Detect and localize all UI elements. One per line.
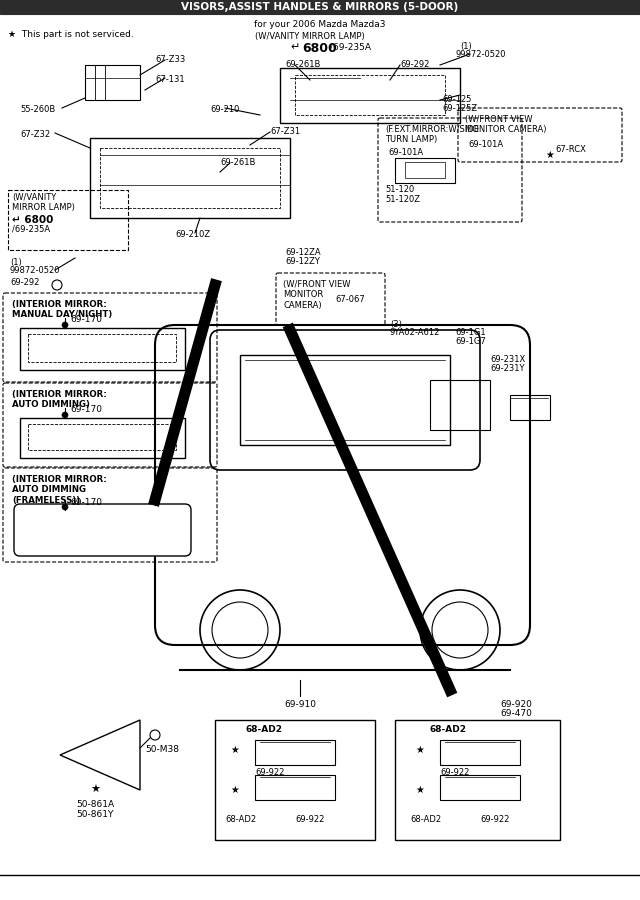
Text: ★: ★ — [230, 745, 239, 755]
FancyBboxPatch shape — [210, 330, 480, 470]
Text: 55-260B: 55-260B — [20, 105, 55, 114]
Text: 68-AD2: 68-AD2 — [245, 725, 282, 734]
Text: ★: ★ — [90, 785, 100, 795]
Text: 69-170: 69-170 — [70, 315, 102, 324]
Text: (INTERIOR MIRROR:
AUTO DIMMING): (INTERIOR MIRROR: AUTO DIMMING) — [12, 390, 107, 410]
Text: 69-210Z: 69-210Z — [175, 230, 210, 239]
Text: (3): (3) — [390, 320, 402, 329]
Text: ★: ★ — [230, 785, 239, 795]
Text: 68-AD2: 68-AD2 — [430, 725, 467, 734]
Text: 67-131: 67-131 — [155, 75, 184, 84]
Text: 69-292: 69-292 — [400, 60, 429, 69]
Bar — [395, 720, 560, 840]
Text: 69-125: 69-125 — [442, 95, 472, 104]
Text: 99872-0520: 99872-0520 — [10, 266, 61, 275]
Text: (INTERIOR MIRROR:
AUTO DIMMING
(FRAMELESS)): (INTERIOR MIRROR: AUTO DIMMING (FRAMELES… — [12, 475, 107, 505]
Text: (W/VANITY MIRROR LAMP): (W/VANITY MIRROR LAMP) — [255, 32, 365, 41]
Text: 68-AD2: 68-AD2 — [410, 815, 441, 824]
Bar — [100, 148, 280, 208]
Text: (W/FRONT VIEW
MONITOR
CAMERA): (W/FRONT VIEW MONITOR CAMERA) — [283, 280, 351, 310]
Text: ↵: ↵ — [291, 42, 300, 52]
Text: 69-910: 69-910 — [284, 700, 316, 709]
Text: (INTERIOR MIRROR:
MANUAL DAY/NIGHT): (INTERIOR MIRROR: MANUAL DAY/NIGHT) — [12, 300, 112, 319]
Text: 69-922: 69-922 — [440, 768, 469, 777]
Text: 67-RCX: 67-RCX — [555, 145, 586, 154]
Text: 67-Z33: 67-Z33 — [155, 55, 185, 64]
Text: 69-231Y: 69-231Y — [490, 364, 525, 373]
Text: 67-067: 67-067 — [335, 295, 365, 304]
Text: 69-920: 69-920 — [500, 700, 532, 709]
Text: for your 2006 Mazda Mazda3: for your 2006 Mazda Mazda3 — [254, 20, 386, 29]
Text: 99872-0520: 99872-0520 — [455, 50, 506, 59]
Text: 69-922: 69-922 — [255, 768, 284, 777]
Text: 69-261B: 69-261B — [220, 158, 255, 167]
Bar — [430, 380, 490, 430]
Text: 67-Z32: 67-Z32 — [20, 130, 50, 139]
Bar — [440, 775, 520, 800]
Text: 50-M38: 50-M38 — [145, 745, 179, 754]
Text: 9YA02-A612: 9YA02-A612 — [390, 328, 440, 337]
Text: ↵ 6800: ↵ 6800 — [12, 215, 53, 225]
Text: 69-922: 69-922 — [295, 815, 324, 824]
Text: 69-101A: 69-101A — [468, 140, 503, 149]
Text: 69-261B: 69-261B — [285, 60, 321, 69]
Text: 69-125Z: 69-125Z — [442, 104, 477, 113]
Bar — [90, 138, 290, 218]
Circle shape — [62, 322, 68, 328]
Bar — [28, 424, 176, 450]
Text: 51-120
51-120Z: 51-120 51-120Z — [385, 185, 420, 204]
Text: 69-210: 69-210 — [210, 105, 239, 114]
FancyBboxPatch shape — [155, 325, 530, 645]
Bar — [28, 334, 176, 362]
Bar — [395, 158, 455, 183]
Text: ★: ★ — [415, 785, 424, 795]
Bar — [20, 418, 185, 458]
Bar — [240, 355, 450, 445]
Text: ★: ★ — [546, 150, 554, 160]
Bar — [8, 190, 128, 250]
Bar — [405, 162, 445, 178]
Text: 69-101A: 69-101A — [388, 148, 423, 157]
Text: 6800: 6800 — [302, 42, 337, 55]
Text: 69-170: 69-170 — [70, 405, 102, 414]
FancyBboxPatch shape — [14, 504, 191, 556]
Text: ★  This part is not serviced.: ★ This part is not serviced. — [8, 30, 134, 39]
Text: (W/VANITY
MIRROR LAMP): (W/VANITY MIRROR LAMP) — [12, 193, 75, 212]
Text: VISORS,ASSIST HANDLES & MIRRORS (5-DOOR): VISORS,ASSIST HANDLES & MIRRORS (5-DOOR) — [181, 2, 459, 12]
Circle shape — [62, 504, 68, 510]
Bar — [255, 740, 335, 765]
Bar — [20, 328, 185, 370]
Text: /69-235A: /69-235A — [12, 225, 50, 234]
Text: 67-Z31: 67-Z31 — [270, 127, 300, 136]
Bar — [295, 75, 445, 115]
Bar — [440, 740, 520, 765]
Text: 69-231X: 69-231X — [490, 355, 525, 364]
Text: (1): (1) — [10, 258, 22, 267]
Circle shape — [62, 412, 68, 418]
Text: /69-235A: /69-235A — [330, 43, 371, 52]
Bar — [255, 775, 335, 800]
Text: 69-170: 69-170 — [70, 498, 102, 507]
Bar — [85, 65, 140, 100]
Text: 69-12ZY: 69-12ZY — [285, 257, 320, 266]
Text: (F.EXT.MIRROR:W/SIDE
TURN LAMP): (F.EXT.MIRROR:W/SIDE TURN LAMP) — [385, 125, 479, 144]
Bar — [280, 68, 460, 123]
Bar — [215, 720, 375, 840]
Text: (1): (1) — [460, 42, 472, 51]
Text: 69-922: 69-922 — [480, 815, 509, 824]
Text: 69-1G1: 69-1G1 — [455, 328, 486, 337]
Text: 69-12ZA: 69-12ZA — [285, 248, 321, 257]
Text: 68-AD2: 68-AD2 — [225, 815, 256, 824]
Bar — [0, 0, 640, 14]
Text: 69-1G7: 69-1G7 — [455, 337, 486, 346]
Text: ★: ★ — [415, 745, 424, 755]
Bar — [510, 395, 550, 420]
Text: 69-470: 69-470 — [500, 709, 532, 718]
Text: (W/FRONT VIEW
MONITOR CAMERA): (W/FRONT VIEW MONITOR CAMERA) — [465, 115, 547, 134]
Text: 50-861A
50-861Y: 50-861A 50-861Y — [76, 800, 114, 819]
Text: 69-292: 69-292 — [10, 278, 40, 287]
